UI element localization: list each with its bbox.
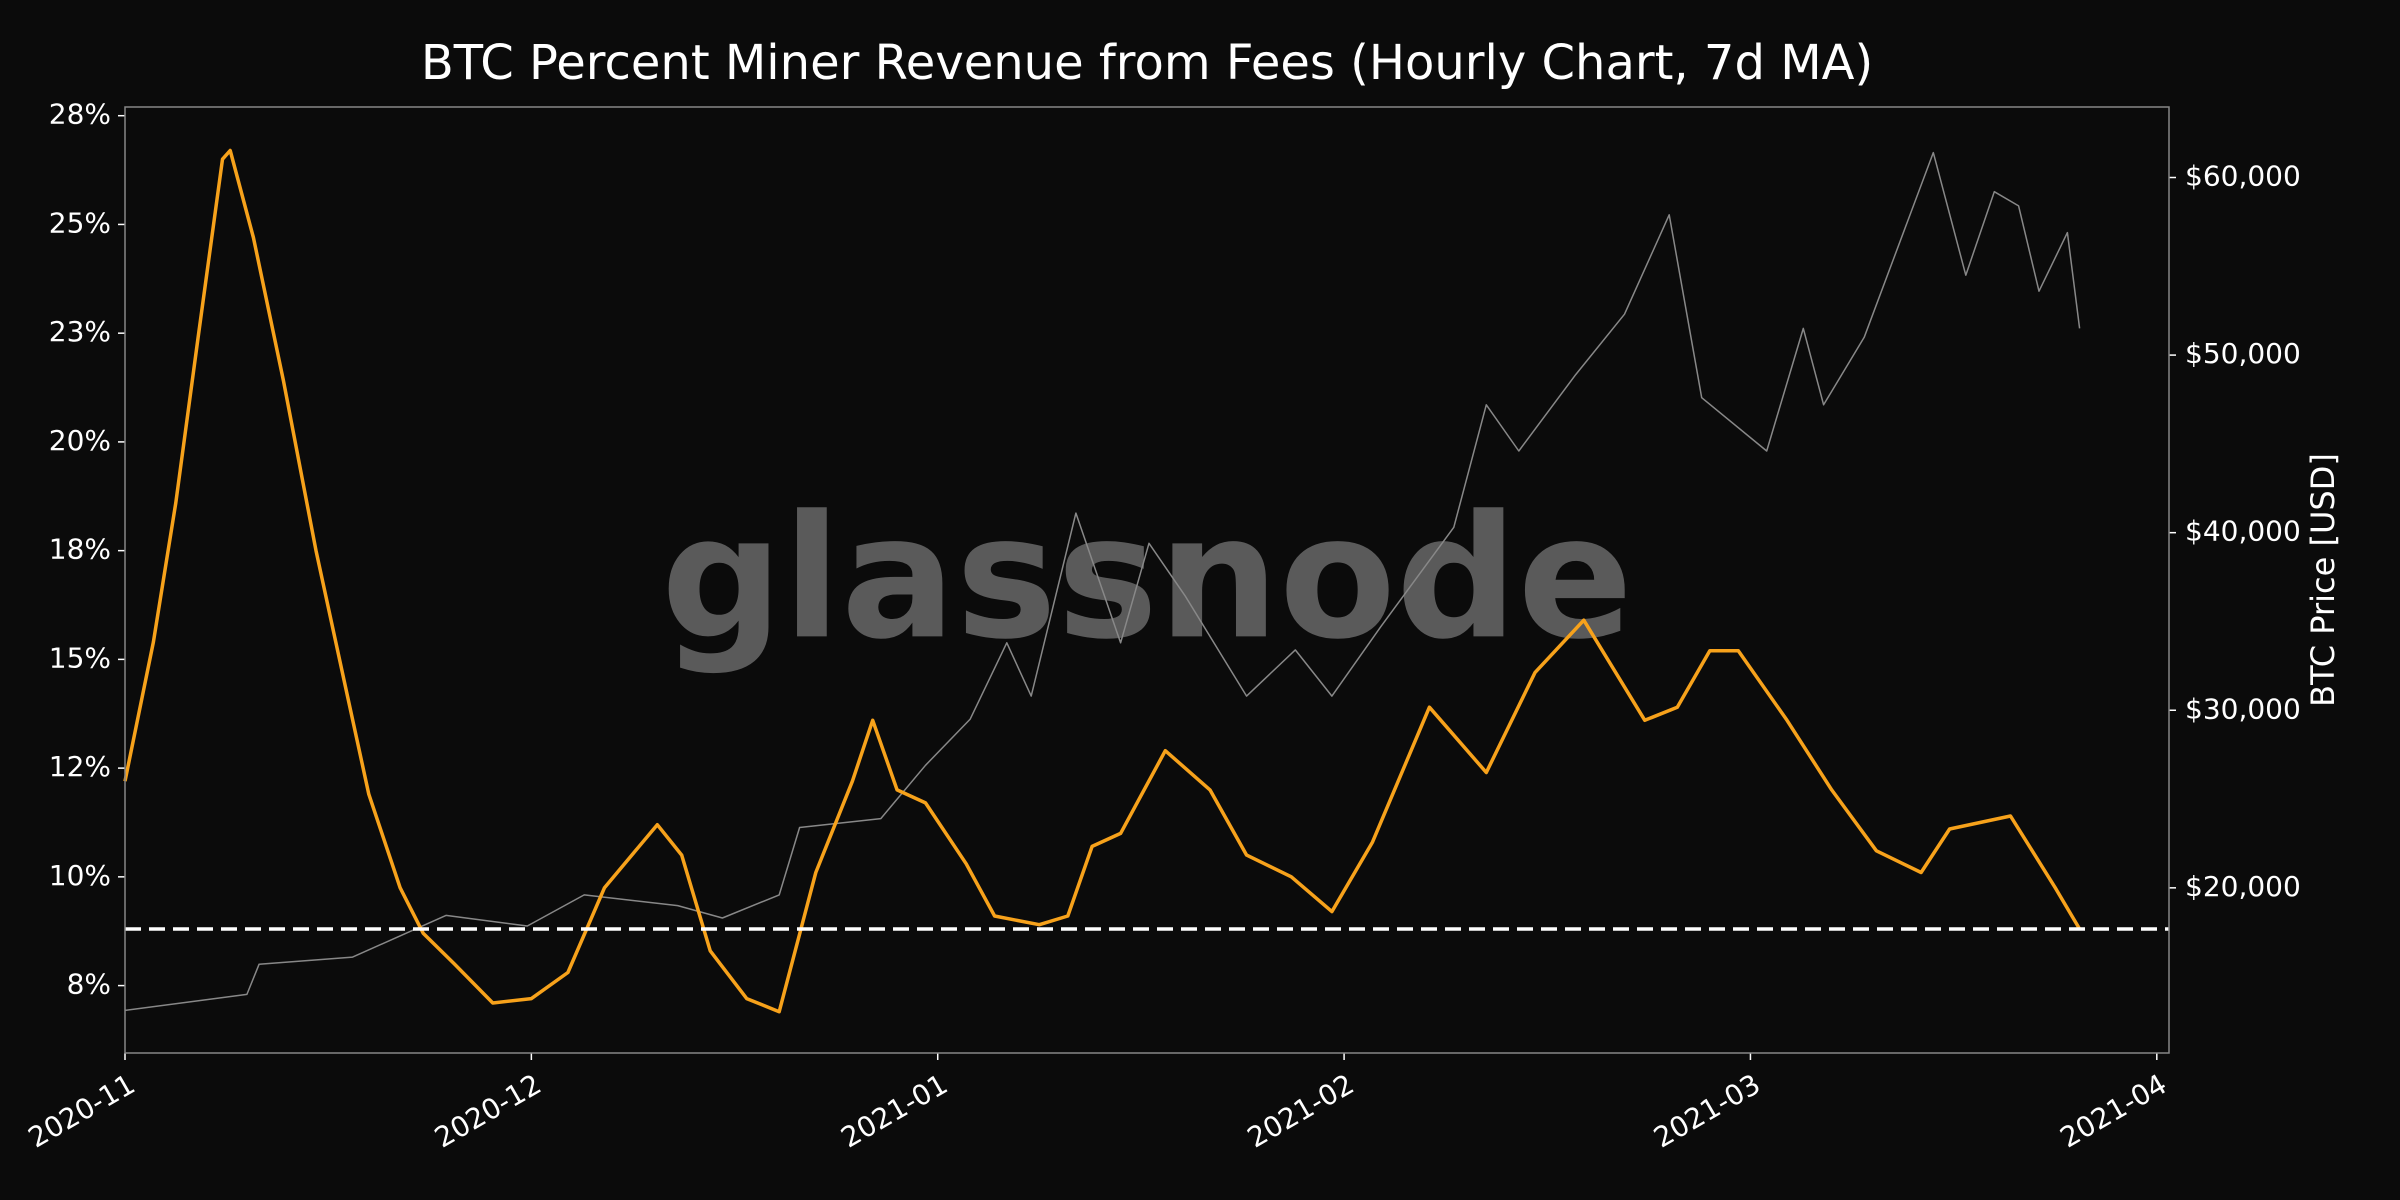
y-tick-label: 15% bbox=[49, 641, 111, 674]
y2-tick-label: $60,000 bbox=[2185, 160, 2301, 193]
y2-tick-label: $30,000 bbox=[2185, 692, 2301, 725]
fee-line bbox=[123, 148, 2082, 1014]
watermark: glassnode bbox=[661, 479, 1633, 677]
y-tick-label: 10% bbox=[49, 859, 111, 892]
y-tick-label: 8% bbox=[67, 968, 111, 1001]
y2-tick-label: $40,000 bbox=[2185, 515, 2301, 548]
y-tick-label: 18% bbox=[49, 533, 111, 566]
y2-tick-label: $20,000 bbox=[2185, 870, 2301, 903]
price-line bbox=[124, 151, 2081, 1012]
y-tick-label: 12% bbox=[49, 750, 111, 783]
chart-title: BTC Percent Miner Revenue from Fees (Hou… bbox=[421, 35, 1873, 91]
y-tick-label: 23% bbox=[49, 315, 111, 348]
y2-tick-label: $50,000 bbox=[2185, 337, 2301, 370]
y-tick-label: 25% bbox=[49, 206, 111, 239]
y-tick-label: 20% bbox=[49, 424, 111, 457]
plot-frame bbox=[124, 106, 2170, 1054]
y-tick-label: 28% bbox=[49, 98, 111, 131]
y2-axis-label: BTC Price [USD] bbox=[2304, 453, 2342, 707]
